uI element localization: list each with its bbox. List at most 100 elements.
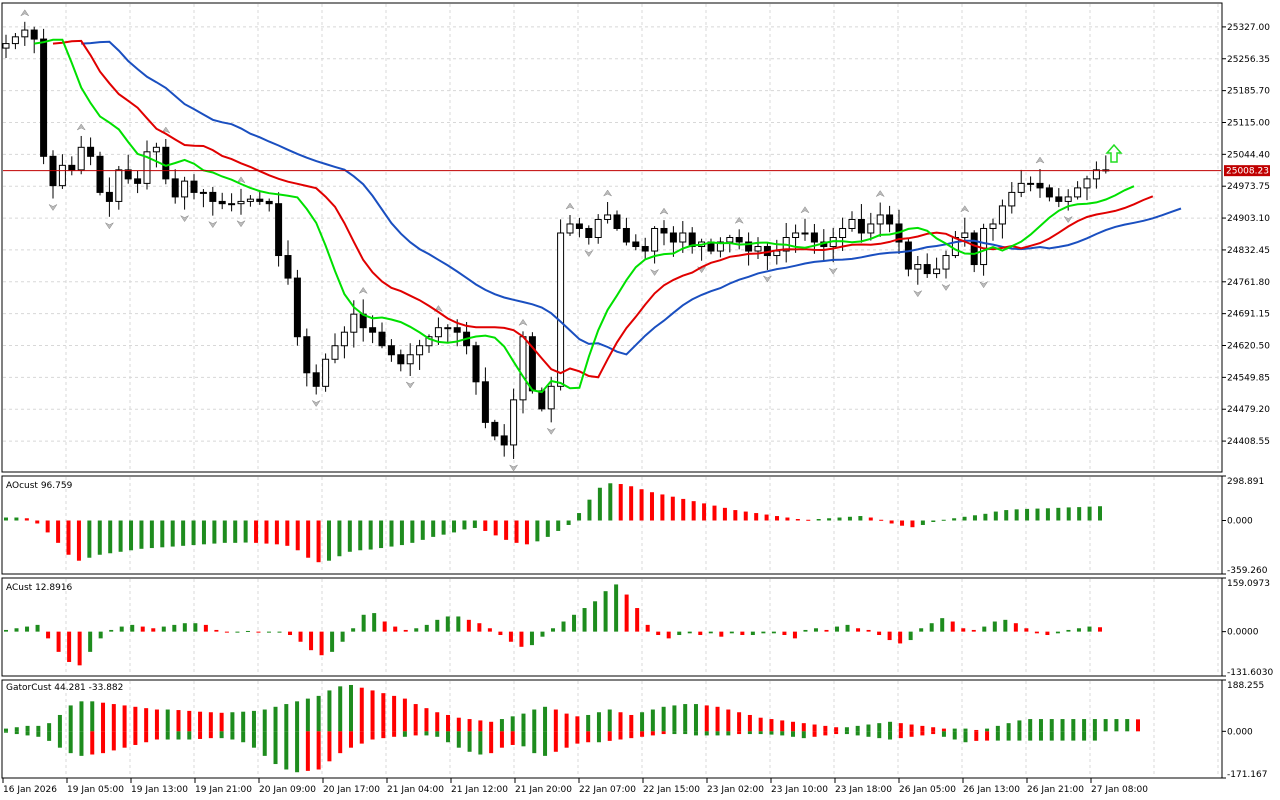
candle[interactable] <box>143 140 151 190</box>
candle[interactable] <box>735 229 743 250</box>
candle[interactable] <box>322 353 330 392</box>
candle[interactable] <box>1045 184 1053 202</box>
candle[interactable] <box>11 33 19 50</box>
candle[interactable] <box>246 195 254 207</box>
gator-panel[interactable] <box>4 684 1140 773</box>
candle[interactable] <box>40 28 48 165</box>
candle[interactable] <box>340 326 348 359</box>
candle[interactable] <box>265 198 273 212</box>
candle[interactable] <box>96 151 104 196</box>
candle[interactable] <box>651 226 659 264</box>
candle[interactable] <box>293 269 301 346</box>
candle[interactable] <box>1055 188 1063 208</box>
price-panel[interactable] <box>2 9 1221 472</box>
candle[interactable] <box>669 226 677 257</box>
candle[interactable] <box>510 388 518 459</box>
candle[interactable] <box>801 218 809 241</box>
candle[interactable] <box>209 186 217 216</box>
candle[interactable] <box>613 210 621 231</box>
candle[interactable] <box>716 237 724 258</box>
candle[interactable] <box>152 142 160 168</box>
candle[interactable] <box>444 324 452 344</box>
candle[interactable] <box>228 193 236 212</box>
candle[interactable] <box>2 34 10 58</box>
candle[interactable] <box>1036 169 1044 198</box>
candle[interactable] <box>21 21 29 46</box>
candle[interactable] <box>754 237 762 259</box>
candle[interactable] <box>331 333 339 364</box>
candle[interactable] <box>68 156 76 176</box>
candle[interactable] <box>914 255 922 285</box>
candle[interactable] <box>641 237 649 259</box>
candle[interactable] <box>181 176 189 210</box>
candle[interactable] <box>604 202 612 224</box>
candle[interactable] <box>547 376 555 423</box>
candle[interactable] <box>594 214 602 244</box>
ao-panel[interactable] <box>4 483 1102 563</box>
candle[interactable] <box>575 217 583 238</box>
candle[interactable] <box>933 257 941 279</box>
candle[interactable] <box>622 217 630 246</box>
candle[interactable] <box>58 154 66 189</box>
candle[interactable] <box>284 240 292 285</box>
candle[interactable] <box>199 189 207 208</box>
ac-panel[interactable] <box>4 584 1102 666</box>
candle[interactable] <box>500 424 508 457</box>
candle[interactable] <box>237 188 245 215</box>
candle[interactable] <box>124 154 132 184</box>
candle[interactable] <box>387 339 395 362</box>
candle[interactable] <box>528 332 536 394</box>
candle[interactable] <box>369 315 377 344</box>
candle[interactable] <box>942 250 950 279</box>
candle[interactable] <box>557 219 565 391</box>
candle[interactable] <box>256 190 264 205</box>
candle[interactable] <box>810 224 818 254</box>
candle[interactable] <box>998 199 1006 239</box>
candle[interactable] <box>857 204 865 243</box>
candle[interactable] <box>303 328 311 387</box>
candle[interactable] <box>1074 181 1082 200</box>
candle[interactable] <box>660 220 668 246</box>
candle[interactable] <box>989 218 997 241</box>
candle[interactable] <box>1083 175 1091 201</box>
candle[interactable] <box>1017 169 1025 198</box>
candle[interactable] <box>970 230 978 273</box>
candle[interactable] <box>472 341 480 395</box>
candle[interactable] <box>406 343 414 376</box>
candle[interactable] <box>688 227 696 254</box>
candle[interactable] <box>792 224 800 253</box>
candle[interactable] <box>77 135 85 175</box>
candle[interactable] <box>876 202 884 237</box>
candle[interactable] <box>218 192 226 210</box>
candle[interactable] <box>434 317 442 345</box>
candle[interactable] <box>425 334 433 353</box>
candle[interactable] <box>848 211 856 232</box>
candle[interactable] <box>378 322 386 349</box>
candle[interactable] <box>105 177 113 217</box>
candle[interactable] <box>904 239 912 277</box>
candle[interactable] <box>397 349 405 372</box>
candle[interactable] <box>162 139 170 185</box>
candle[interactable] <box>632 234 640 251</box>
candle[interactable] <box>491 419 499 441</box>
candle[interactable] <box>886 205 894 233</box>
candle[interactable] <box>30 26 38 54</box>
candle[interactable] <box>1092 161 1100 189</box>
candle[interactable] <box>745 232 753 266</box>
candle[interactable] <box>171 169 179 204</box>
candle[interactable] <box>839 217 847 251</box>
candle[interactable] <box>867 212 875 241</box>
candle[interactable] <box>1027 176 1035 192</box>
candle[interactable] <box>190 174 198 200</box>
candle[interactable] <box>481 367 489 429</box>
candle[interactable] <box>566 215 574 236</box>
candle[interactable] <box>923 253 931 278</box>
candle[interactable] <box>115 165 123 210</box>
candle[interactable] <box>87 137 95 166</box>
candle[interactable] <box>585 225 593 245</box>
candle[interactable] <box>134 170 142 194</box>
candle[interactable] <box>312 364 320 395</box>
candle[interactable] <box>416 339 424 370</box>
candle[interactable] <box>1008 182 1016 214</box>
